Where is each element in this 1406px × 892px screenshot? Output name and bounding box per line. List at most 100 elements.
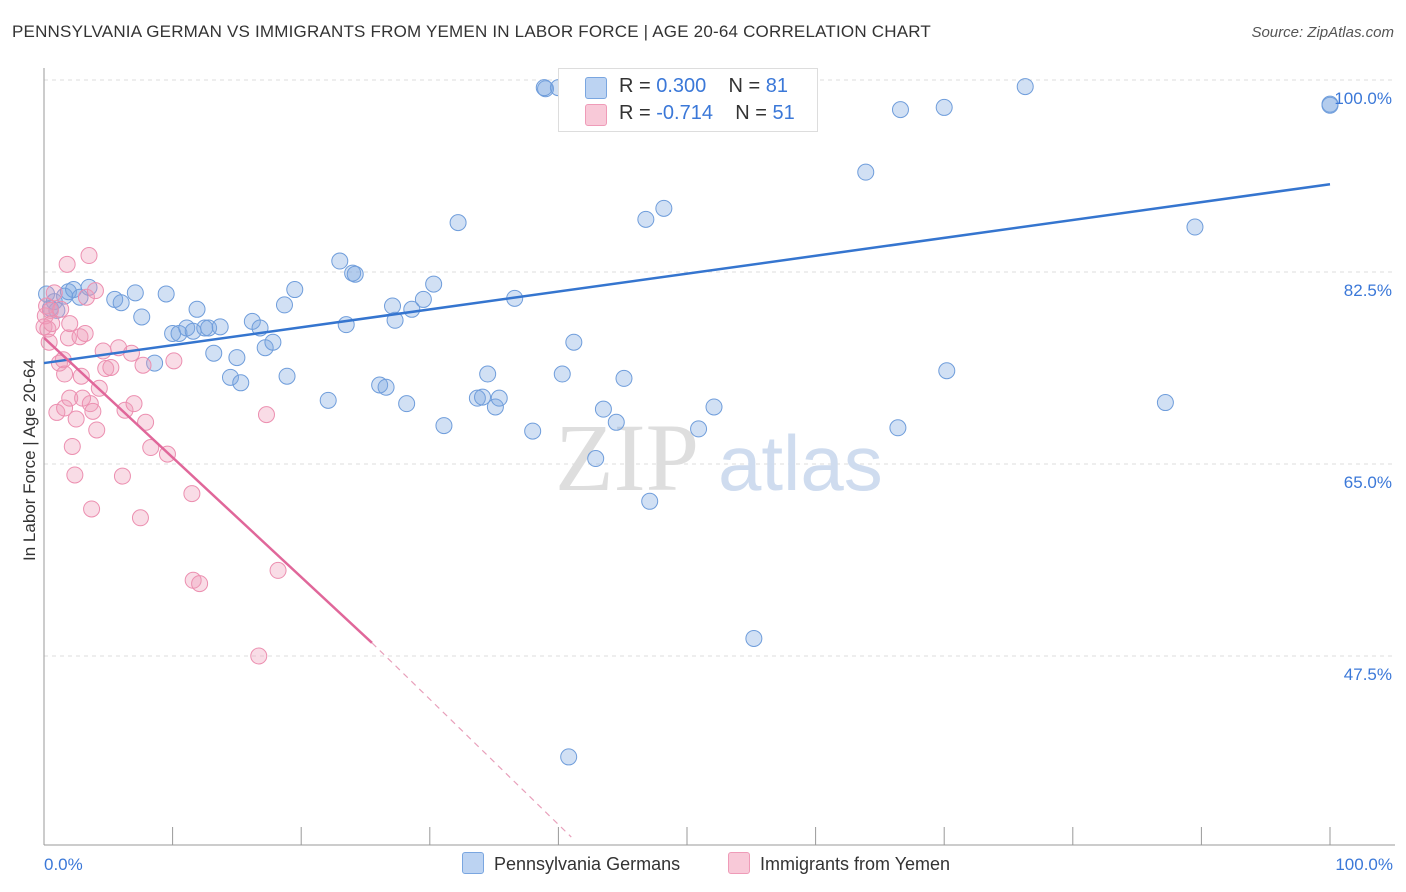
data-point-pink <box>52 300 70 318</box>
bottom-legend-swatch-pink <box>728 852 750 874</box>
data-point-pink <box>191 575 209 593</box>
data-point-blue <box>228 349 246 367</box>
data-point-blue <box>537 80 555 98</box>
y-tick-label: 47.5% <box>1344 665 1392 684</box>
data-point-blue <box>553 365 571 383</box>
data-point-blue <box>386 311 404 329</box>
y-axis-label: In Labor Force | Age 20-64 <box>20 359 39 561</box>
source-label: Source: ZipAtlas.com <box>1251 24 1394 41</box>
data-point-blue <box>889 419 907 437</box>
data-point-pink <box>43 315 61 333</box>
data-point-blue <box>594 400 612 418</box>
bottom-legend-blue: Pennsylvania Germans <box>462 852 680 875</box>
data-point-blue <box>221 368 239 386</box>
trend-line-pink <box>43 336 373 644</box>
data-point-blue <box>587 450 605 468</box>
data-point-blue <box>705 398 723 416</box>
data-point-blue <box>891 101 909 119</box>
tick-labels: 100.0% 82.5% 65.0% 47.5% 0.0% 100.0% <box>44 89 1393 874</box>
data-point-blue <box>126 284 144 302</box>
data-point-blue <box>414 290 432 308</box>
bottom-legend-pink: Immigrants from Yemen <box>728 852 950 875</box>
data-point-blue <box>935 98 953 116</box>
data-point-pink <box>102 358 120 376</box>
legend-swatch-blue <box>585 77 607 99</box>
data-point-pink <box>71 328 89 346</box>
legend-r-value: 0.300 <box>656 75 707 97</box>
legend-box: R = 0.300 N = 81 R = -0.714 N = 51 <box>558 68 818 132</box>
data-point-pink <box>63 437 81 455</box>
data-point-blue <box>286 281 304 299</box>
data-point-pink <box>48 403 66 421</box>
gridlines <box>44 79 1395 657</box>
data-point-blue <box>486 398 504 416</box>
bottom-legend-label-blue: Pennsylvania Germans <box>494 854 681 874</box>
data-point-pink <box>183 485 201 503</box>
data-point-pink <box>97 360 115 378</box>
data-point-blue <box>857 163 875 181</box>
axes <box>43 68 1395 846</box>
y-tick-label: 100.0% <box>1334 89 1392 108</box>
data-point-blue <box>615 369 633 387</box>
data-point-pink <box>66 466 84 484</box>
data-point-blue <box>384 297 402 315</box>
data-point-pink <box>165 352 183 370</box>
trend-lines <box>43 182 1331 838</box>
data-point-pink <box>250 647 268 665</box>
data-point-blue <box>205 344 223 362</box>
data-point-blue <box>468 389 486 407</box>
data-point-pink <box>76 324 94 342</box>
data-point-blue <box>655 199 673 217</box>
y-tick-label: 65.0% <box>1344 473 1392 492</box>
data-point-blue <box>331 252 349 270</box>
data-point-pink <box>61 389 79 407</box>
x-tick-label: 100.0% <box>1335 855 1393 874</box>
data-point-blue <box>398 395 416 413</box>
data-point-blue <box>1156 394 1174 412</box>
data-point-blue <box>938 362 956 380</box>
x-tick-label: 0.0% <box>44 855 83 874</box>
data-point-blue <box>319 391 337 409</box>
data-point-blue <box>112 294 130 312</box>
legend-r-value: -0.714 <box>656 102 713 124</box>
data-point-blue <box>524 422 542 440</box>
data-point-pink <box>122 344 140 362</box>
data-point-pink <box>83 500 101 518</box>
data-point-pink <box>257 406 275 424</box>
bottom-legend-label-pink: Immigrants from Yemen <box>760 854 951 874</box>
legend-n-value: 51 <box>772 102 795 124</box>
data-point-blue <box>637 210 655 228</box>
data-point-pink <box>80 247 98 265</box>
data-point-blue <box>535 79 553 97</box>
watermark-atlas: atlas <box>718 419 883 507</box>
watermark-zip: ZIP <box>555 404 699 511</box>
data-point-blue <box>346 265 364 283</box>
data-point-pink <box>72 367 90 385</box>
data-point-pink <box>61 315 79 333</box>
data-point-pink <box>67 410 85 428</box>
data-point-blue <box>278 367 296 385</box>
data-point-blue <box>1016 78 1034 96</box>
data-point-blue <box>607 413 625 431</box>
data-point-blue <box>211 318 229 336</box>
data-point-pink <box>45 284 63 302</box>
legend-r-label: R = <box>619 102 657 124</box>
data-point-pink <box>86 282 104 300</box>
data-point-pink <box>84 402 102 420</box>
data-point-pink <box>269 561 287 579</box>
y-tick-label: 82.5% <box>1344 281 1392 300</box>
legend-r-label: R = <box>619 75 657 97</box>
data-point-pink <box>116 401 134 419</box>
data-point-blue <box>560 748 578 766</box>
legend-n-label: N = <box>735 102 773 124</box>
bottom-legend-swatch-blue <box>462 852 484 874</box>
data-point-blue <box>1186 218 1204 236</box>
trend-line-blue <box>43 182 1331 365</box>
legend-swatch-pink <box>585 104 607 126</box>
data-point-blue <box>275 296 293 314</box>
data-point-pink <box>113 467 131 485</box>
data-point-pink <box>131 509 149 527</box>
data-point-blue <box>641 492 659 510</box>
data-point-blue <box>690 420 708 438</box>
